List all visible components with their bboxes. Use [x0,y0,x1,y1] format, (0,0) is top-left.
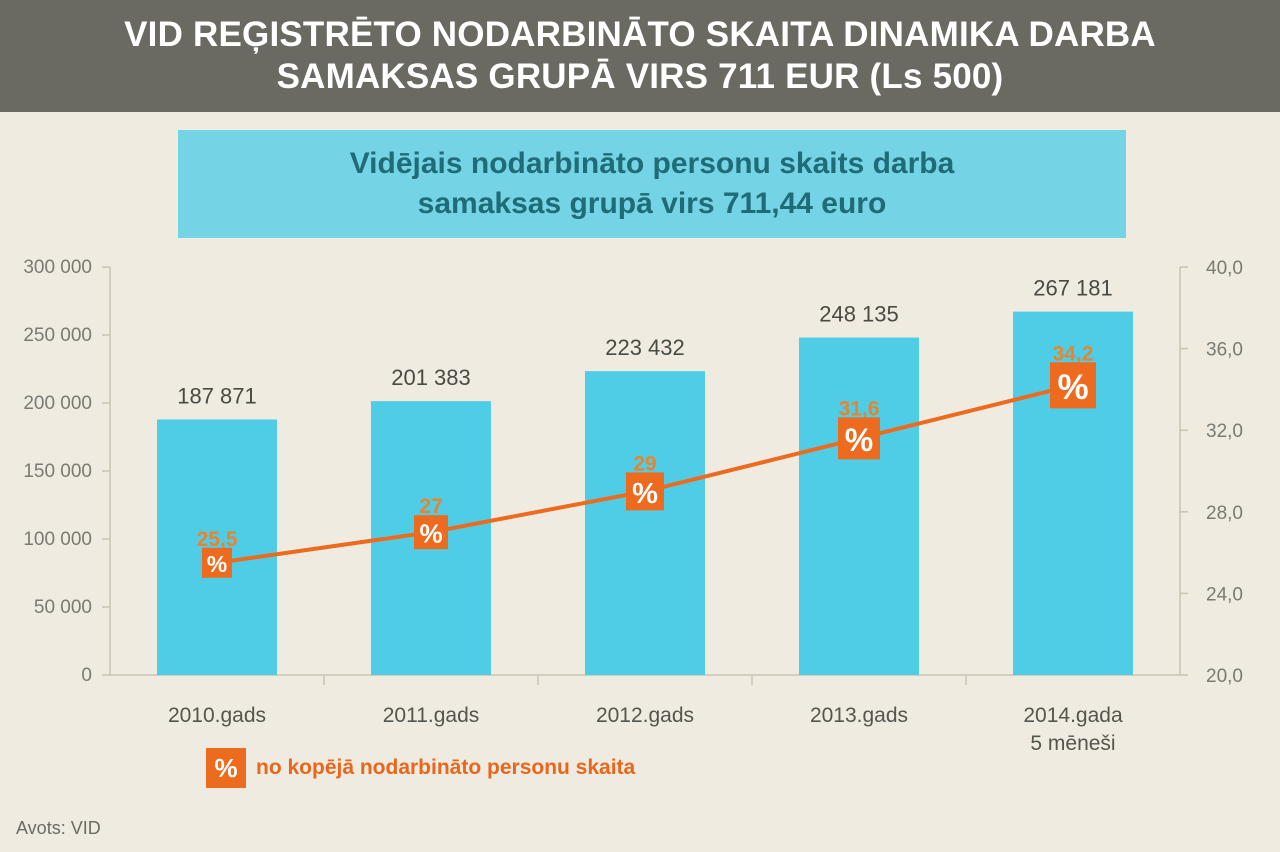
axes-layer: 0 50 000 100 000 150 000 200 000 250 000 300 0… [23,257,1243,755]
percent-marker [414,515,448,550]
x-tick-label: 2013.gads [810,704,908,727]
y-left-tick-label: 100 000 [23,529,92,550]
y-left-tick-label: 0 [81,665,92,686]
percent-marker [838,417,880,460]
line-layer: 25,5%27%29%31,6%34,2% [197,342,1096,578]
percent-marker-symbol: % [1057,368,1088,407]
bar-value-label: 223 432 [605,335,685,360]
bar [799,337,919,675]
y-left-tick-label: 150 000 [23,461,92,482]
bar-value-label: 248 135 [819,302,899,327]
legend-label: no kopējā nodarbināto personu skaita [256,756,636,779]
subtitle-box: Vidējais nodarbināto personu skaits darb… [178,130,1126,238]
x-tick-label: 2011.gads [383,704,480,727]
y-left-tick-label: 250 000 [23,325,92,346]
x-tick-label: 2010.gads [168,704,266,727]
bar [585,371,705,675]
percent-icon: % [206,748,246,788]
title-line-2: SAMAKSAS GRUPĀ VIRS 711 EUR (Ls 500) [276,57,1004,96]
percent-value-label: 25,5 [197,528,238,551]
y-left-tick-label: 50 000 [34,597,92,618]
bar [157,419,277,675]
y-right-tick-label: 28,0 [1206,503,1243,524]
percent-marker-symbol: % [632,478,658,510]
percent-value-label: 34,2 [1053,342,1094,365]
legend: % no kopējā nodarbināto personu skaita [206,748,635,788]
percent-value-label: 27 [419,495,442,518]
percent-value-label: 29 [633,452,656,475]
bar-value-label: 267 181 [1033,276,1113,301]
source-note: Avots: VID [16,818,101,838]
x-tick-label: 5 mēneši [1030,732,1115,755]
header: VID REĢISTRĒTO NODARBINĀTO SKAITA DINAMI… [0,0,1280,112]
percent-marker [626,472,664,511]
percent-marker-symbol: % [419,518,442,548]
percent-marker [1050,362,1096,409]
x-tick-label: 2012.gads [596,704,694,727]
percent-value-label: 31,6 [839,397,880,420]
percent-marker-symbol: % [845,422,873,458]
title-line-1: VID REĢISTRĒTO NODARBINĀTO SKAITA DINAMI… [124,15,1156,54]
percent-marker [202,547,232,578]
bar-value-label: 187 871 [177,383,257,408]
y-left-tick-label: 200 000 [23,393,92,414]
y-right-tick-label: 24,0 [1206,584,1243,605]
y-right-tick-label: 40,0 [1206,258,1243,279]
y-left-tick-label: 300 000 [23,257,92,278]
y-right-tick-label: 36,0 [1206,340,1243,361]
bar-value-label: 201 383 [391,365,471,390]
percent-marker-symbol: % [207,551,227,577]
y-right-tick-label: 20,0 [1206,666,1243,687]
subtitle-line-1: Vidējais nodarbināto personu skaits darb… [349,147,955,180]
subtitle-line-2: samaksas grupā virs 711,44 euro [417,187,887,220]
y-right-tick-label: 32,0 [1206,421,1243,442]
x-tick-label: 2014.gada [1023,704,1123,727]
